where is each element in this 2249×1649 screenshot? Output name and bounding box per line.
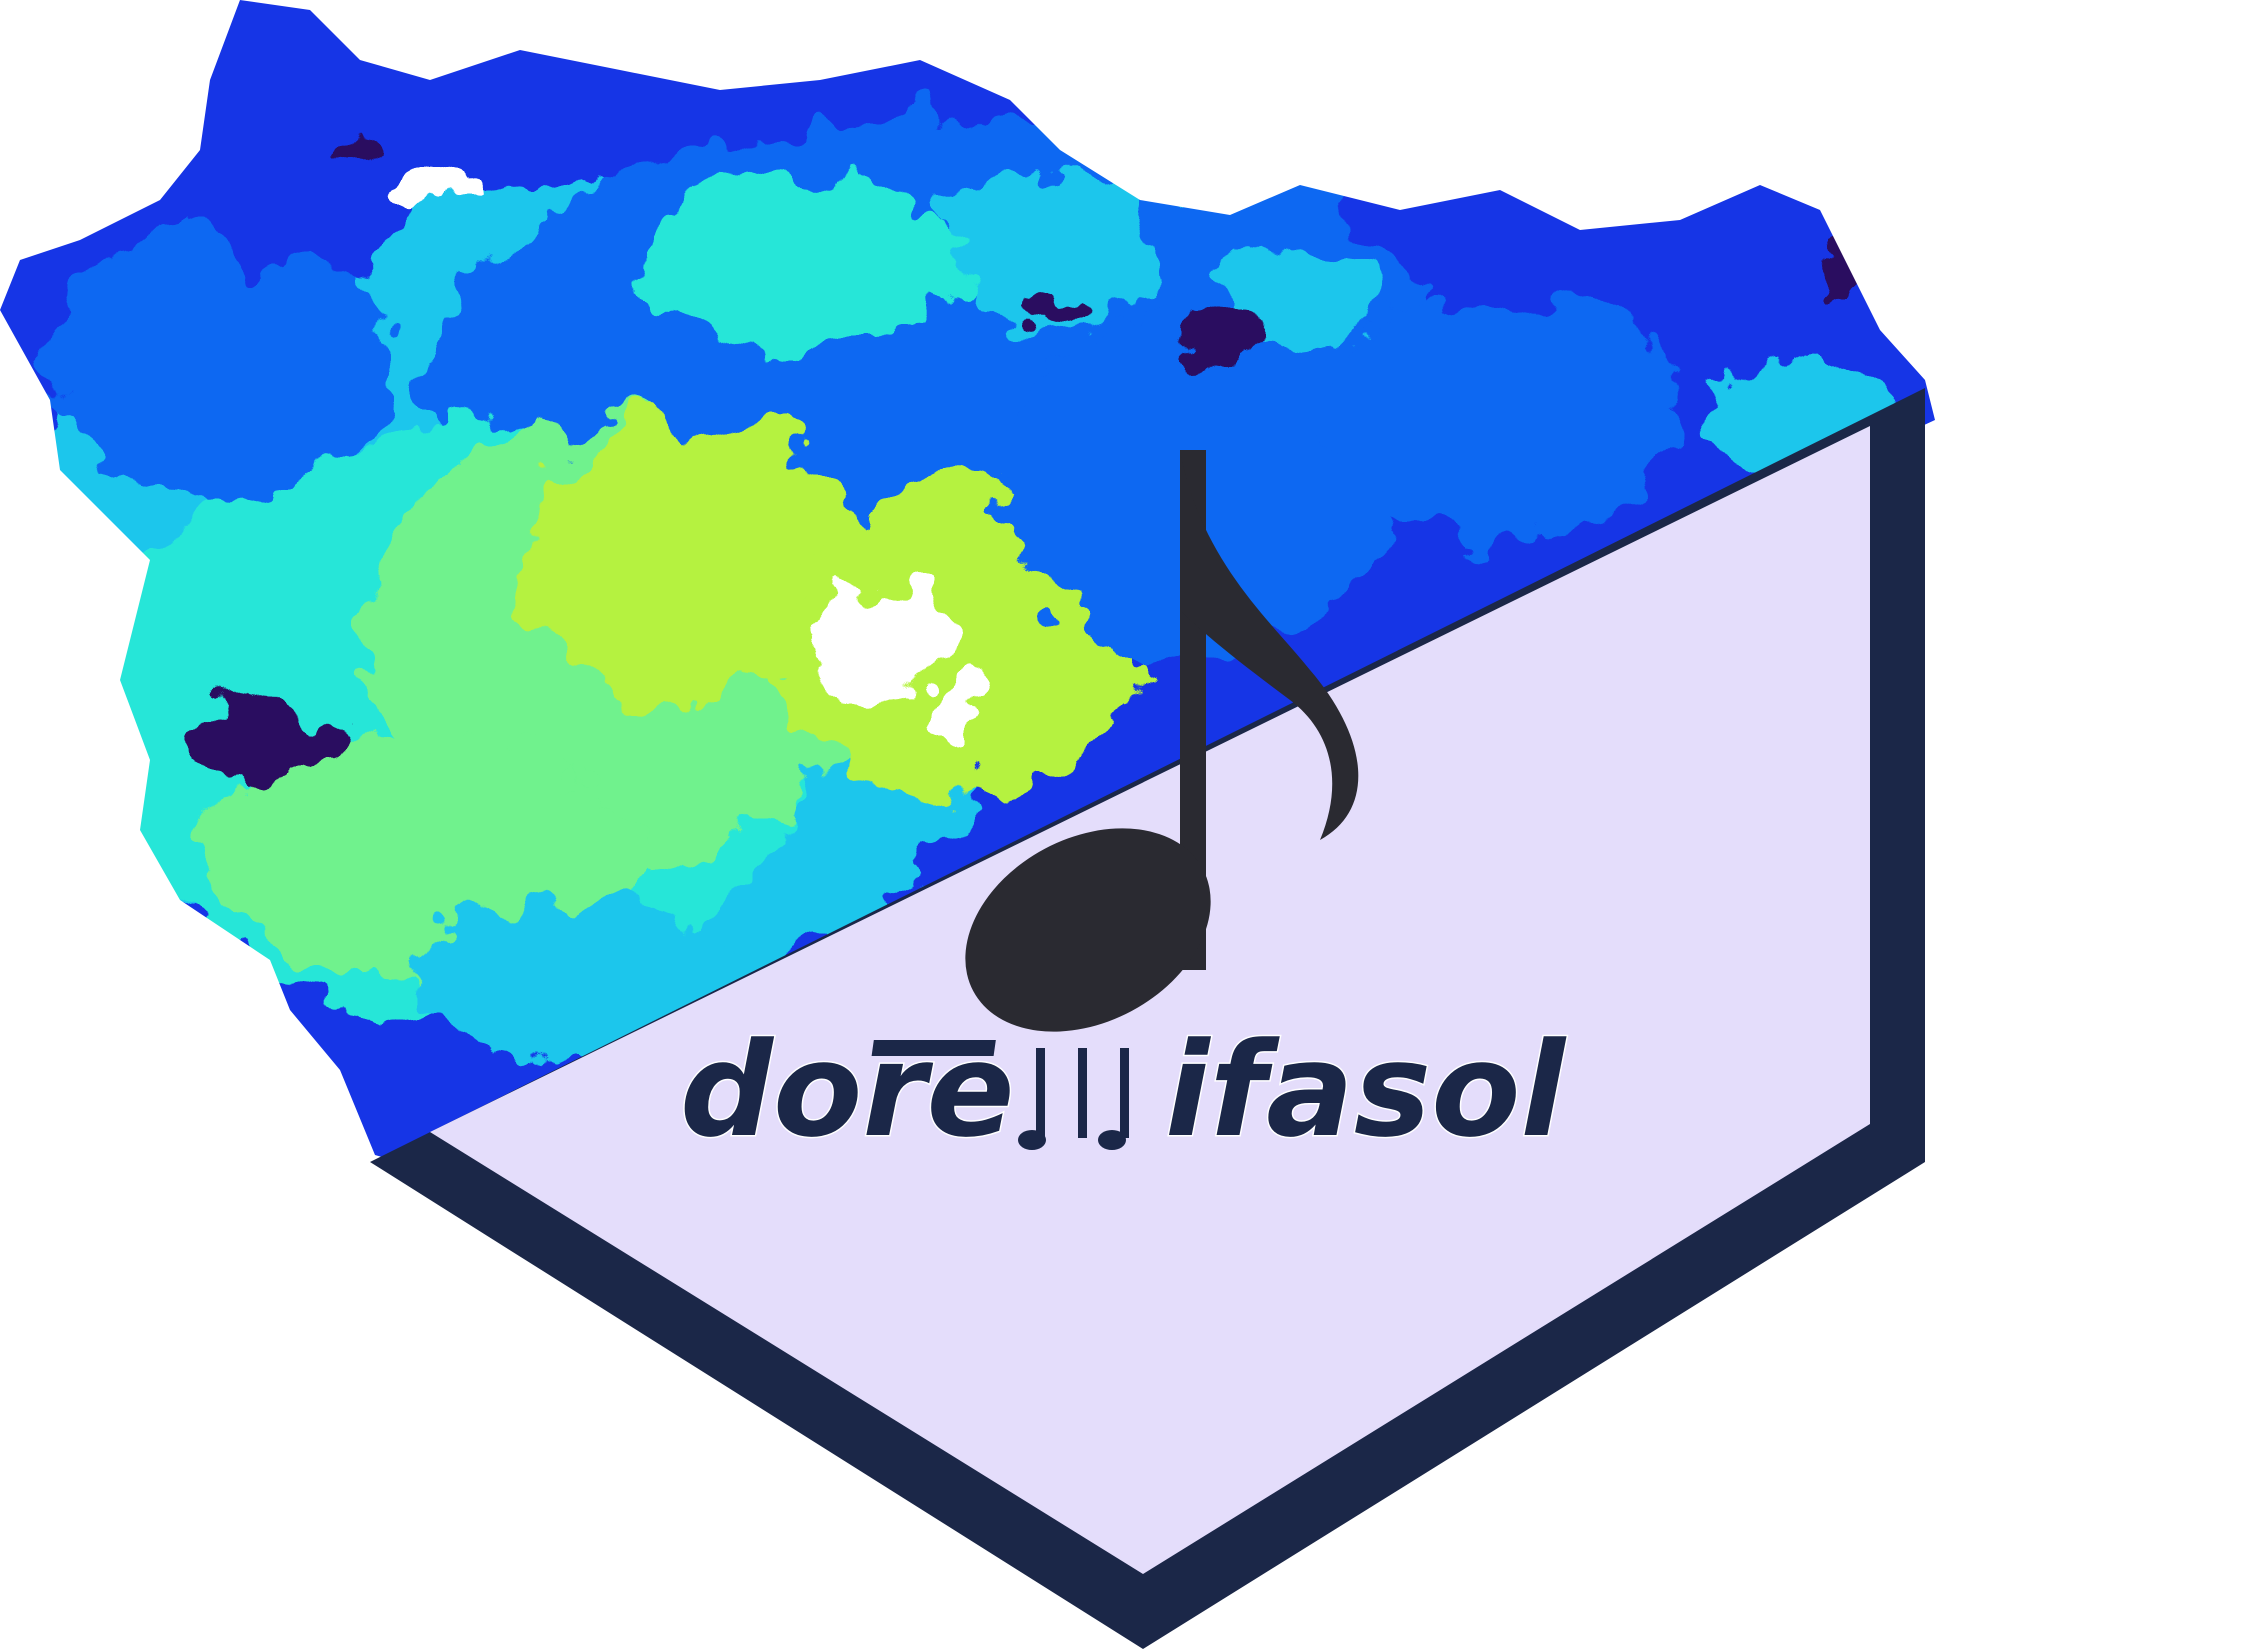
wordmark-text-suffix: ifasol (1165, 1014, 1568, 1166)
wordmark-text-prefix: dore (680, 1014, 1015, 1166)
wordmark: dore ifasol (679, 1013, 1570, 1168)
beamed-notes-icon (871, 1040, 1129, 1150)
hexagon-fill (430, 426, 1870, 1574)
eighth-note-icon (965, 450, 1359, 1032)
